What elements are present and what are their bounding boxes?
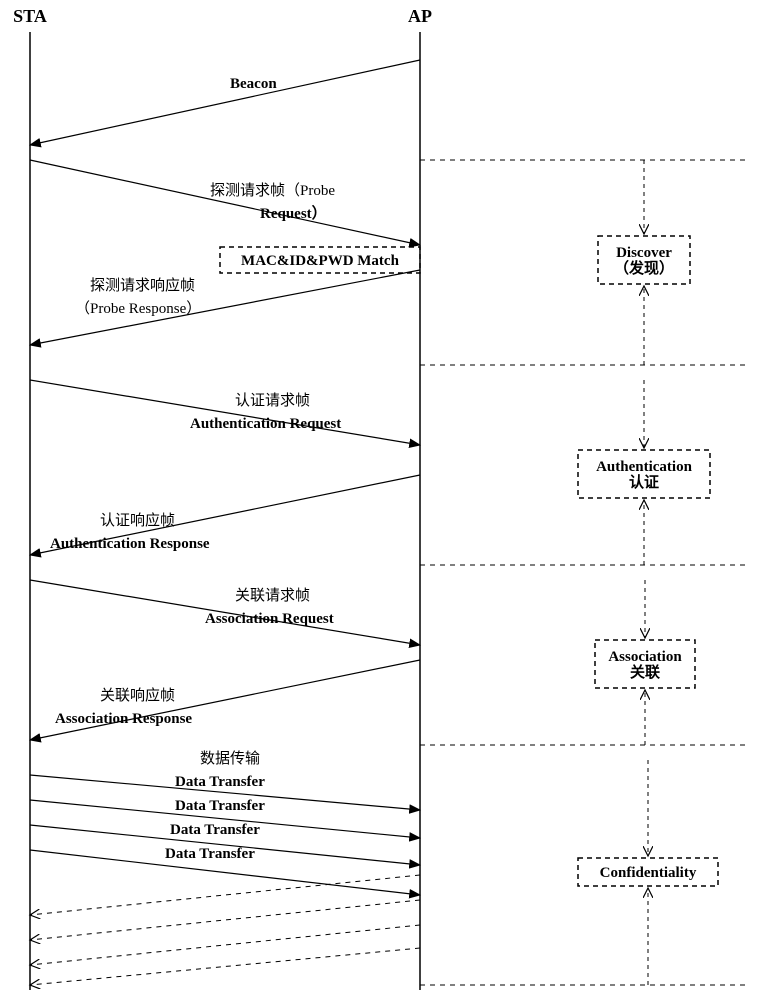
- msg-probe_req: [30, 160, 420, 245]
- data-transfer-header: 数据传输: [200, 750, 260, 767]
- phase-label: 关联: [630, 663, 661, 681]
- phase-label: （发现）: [614, 259, 674, 277]
- msg-auth_req: [30, 380, 420, 445]
- msg-label: 认证请求帧: [235, 392, 310, 409]
- msg-label: 探测请求响应帧: [90, 276, 195, 294]
- msg-label: 关联请求帧: [235, 587, 310, 604]
- data-transfer-dash-2: [30, 925, 420, 965]
- msg-label: 认证响应帧: [100, 511, 175, 529]
- data-transfer-label: Data Transfer: [175, 774, 265, 790]
- msg-label: （Probe Response）: [75, 300, 201, 317]
- phase-label: Association: [608, 649, 682, 665]
- msg-label: Authentication Response: [50, 536, 210, 552]
- msg-label: Request）: [260, 204, 327, 222]
- actor-ap: AP: [408, 6, 432, 26]
- phase-label: 认证: [629, 473, 659, 491]
- data-transfer-dash-0: [30, 875, 420, 915]
- data-transfer-label: Data Transfer: [170, 822, 260, 838]
- sequence-diagram: STA AP Beacon 探测请求帧（Probe Request） 探测请求响应帧 （Pr…: [0, 0, 770, 1000]
- data-transfer-label: Data Transfer: [165, 846, 255, 862]
- msg-label: Authentication Request: [190, 416, 341, 432]
- data-transfer-dash-3: [30, 948, 420, 985]
- msg-label: 探测请求帧（Probe: [210, 182, 335, 199]
- msg-label: 关联响应帧: [100, 686, 175, 704]
- mac-match-label: MAC&ID&PWD Match: [241, 253, 400, 269]
- msg-label: Association Response: [55, 711, 192, 727]
- phase-label: Confidentiality: [600, 865, 697, 881]
- phase-label: Discover: [616, 245, 672, 261]
- data-transfer-label: Data Transfer: [175, 798, 265, 814]
- msg-beacon: [30, 60, 420, 145]
- actor-sta: STA: [13, 6, 47, 26]
- data-transfer-dash-1: [30, 900, 420, 940]
- msg-label: Association Request: [205, 611, 334, 627]
- phase-label: Authentication: [596, 459, 692, 475]
- msg-label: Beacon: [230, 76, 277, 92]
- msg-assoc_resp: [30, 660, 420, 740]
